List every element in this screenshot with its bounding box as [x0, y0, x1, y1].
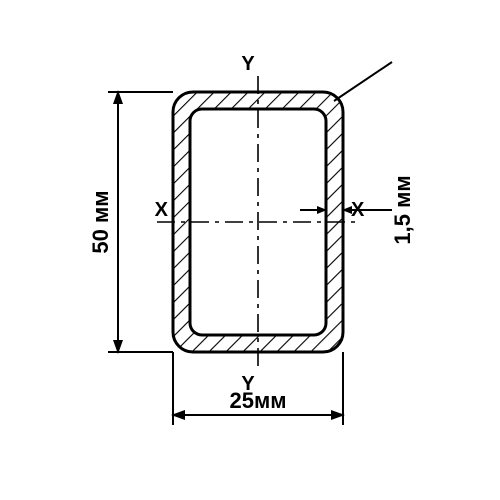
corner-leader: [334, 62, 392, 101]
axis-label-y-top: Y: [241, 53, 255, 75]
dimension-wall: 1,5 мм: [300, 172, 415, 248]
dimension-wall-label: 1,5 мм: [390, 175, 415, 244]
dimension-height-label: 50 мм: [88, 190, 113, 253]
section-diagram: Y Y X X 50 мм 25мм 1,5 мм: [0, 0, 500, 500]
axis-label-x-left: X: [155, 199, 169, 221]
dimension-width-label: 25мм: [229, 388, 286, 413]
